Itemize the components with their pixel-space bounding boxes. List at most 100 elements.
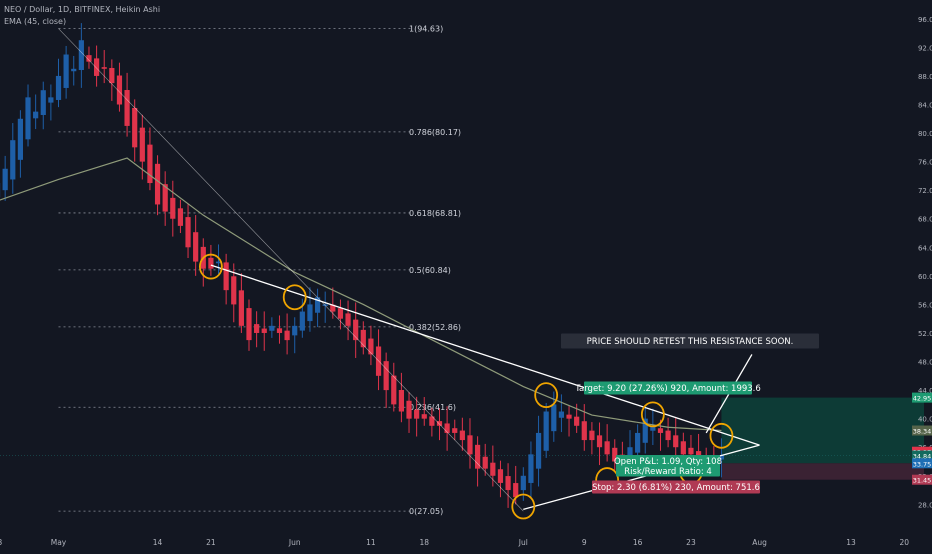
callout-text: PRICE SHOULD RETEST THIS RESISTANCE SOON… — [587, 337, 794, 347]
price-tick-label: 60.00 — [918, 273, 932, 281]
candle-bearish — [445, 423, 450, 432]
target-label: Target: 9.20 (27.26%) 920, Amount: 1993.… — [574, 384, 761, 394]
price-tick-label: 64.00 — [918, 244, 932, 252]
time-tick-label: 21 — [206, 538, 216, 547]
candles — [0, 23, 724, 508]
candle-bearish — [277, 328, 282, 333]
price-tick-label: 68.00 — [918, 216, 932, 224]
price-tick-label: 92.00 — [918, 44, 932, 52]
candle-bearish — [688, 448, 693, 455]
candle-bullish — [48, 97, 53, 102]
candle-bearish — [452, 428, 457, 433]
candle-bearish — [155, 164, 160, 205]
price-tick-label: 88.00 — [918, 73, 932, 81]
candle-bearish — [406, 401, 411, 419]
price-tick-label: 48.00 — [918, 359, 932, 367]
price-tag: 33.75 — [913, 460, 932, 468]
time-tick-label: 13 — [846, 538, 856, 547]
candle-bearish — [94, 58, 99, 76]
diagonal-guide-line — [59, 29, 524, 512]
candle-bearish — [345, 313, 350, 325]
candle-bullish — [292, 326, 297, 336]
fib-level-label: 1(94.63) — [409, 25, 443, 34]
time-tick-label: May — [51, 538, 67, 547]
time-tick-label: 23 — [686, 538, 696, 547]
candle-bullish — [536, 433, 541, 469]
fib-level-label: 0(27.05) — [409, 507, 443, 516]
candle-bearish — [102, 67, 107, 69]
price-tick-label: 56.00 — [918, 301, 932, 309]
candle-bearish — [224, 262, 229, 290]
candle-bullish — [3, 169, 8, 190]
candle-bullish — [56, 76, 61, 100]
position-zones — [0, 398, 932, 480]
candle-bullish — [300, 312, 305, 331]
price-tag: 38.34 — [913, 428, 932, 436]
candle-bearish — [246, 308, 251, 340]
candle-bearish — [490, 463, 495, 476]
candle-bullish — [18, 119, 23, 160]
candle-bearish — [285, 331, 290, 340]
trendline — [211, 265, 760, 445]
candle-bearish — [384, 361, 389, 390]
candle-bearish — [582, 421, 587, 440]
time-tick-label: 20 — [900, 538, 910, 547]
time-tick-label: Aug — [752, 538, 767, 547]
candle-bearish — [140, 128, 145, 162]
candle-bearish — [666, 431, 671, 440]
price-tick-label: 28.00 — [918, 501, 932, 509]
stop-label: Stop: 2.30 (6.81%) 230, Amount: 751.6 — [592, 483, 760, 493]
candle-bullish — [307, 304, 312, 321]
candle-bearish — [391, 376, 396, 405]
candle-bearish — [589, 431, 594, 440]
candle-bullish — [33, 112, 38, 119]
candle-bearish — [505, 476, 510, 490]
candle-bearish — [262, 329, 267, 333]
fib-level-label: 0.786(80.17) — [409, 128, 461, 137]
candle-bullish — [551, 404, 556, 431]
candle-bearish — [254, 324, 259, 333]
candle-bearish — [132, 108, 137, 147]
candle-bearish — [467, 435, 472, 454]
fib-level-label: 0.382(52.86) — [409, 323, 461, 332]
candle-bearish — [109, 68, 114, 83]
price-tick-label: 72.00 — [918, 187, 932, 195]
candle-bearish — [170, 198, 175, 219]
time-tick-label: 9 — [582, 538, 587, 547]
price-tick-label: 96.00 — [918, 16, 932, 24]
candle-bearish — [566, 415, 571, 419]
candle-bullish — [559, 412, 564, 418]
time-tick-label: 16 — [633, 538, 643, 547]
time-tick-label: 23 — [0, 538, 3, 547]
time-tick-label: Jun — [288, 538, 301, 547]
candle-bearish — [681, 441, 686, 454]
candle-bearish — [658, 428, 663, 433]
candle-bearish — [513, 483, 518, 497]
candle-bearish — [399, 390, 404, 412]
time-tick-label: 14 — [153, 538, 163, 547]
candle-bullish — [25, 97, 30, 139]
candle-bearish — [673, 435, 678, 447]
candle-bearish — [605, 441, 610, 454]
price-axis: 96.0092.0088.0084.0080.0076.0072.0068.00… — [912, 0, 932, 550]
candle-bearish — [193, 232, 198, 261]
candle-bearish — [414, 410, 419, 419]
price-tick-label: 40.00 — [918, 416, 932, 424]
time-axis: 23May1421Jun1118Jul91623Aug1320Sep1017 — [0, 538, 932, 547]
candle-bearish — [338, 308, 343, 319]
candle-bullish — [521, 476, 526, 490]
candle-bullish — [10, 140, 15, 179]
candle-bearish — [597, 435, 602, 447]
candle-bullish — [269, 326, 274, 331]
candle-bearish — [460, 431, 465, 441]
price-tick-label: 52.00 — [918, 330, 932, 338]
stop-zone — [721, 463, 932, 479]
candle-bearish — [185, 217, 190, 247]
risk-reward-label: Risk/Reward Ratio: 4 — [624, 467, 712, 477]
legend-ema: EMA (45, close) — [4, 16, 160, 28]
fib-level-label: 0.5(60.84) — [409, 266, 451, 275]
time-tick-label: 11 — [366, 538, 376, 547]
time-tick-label: Jul — [518, 538, 528, 547]
